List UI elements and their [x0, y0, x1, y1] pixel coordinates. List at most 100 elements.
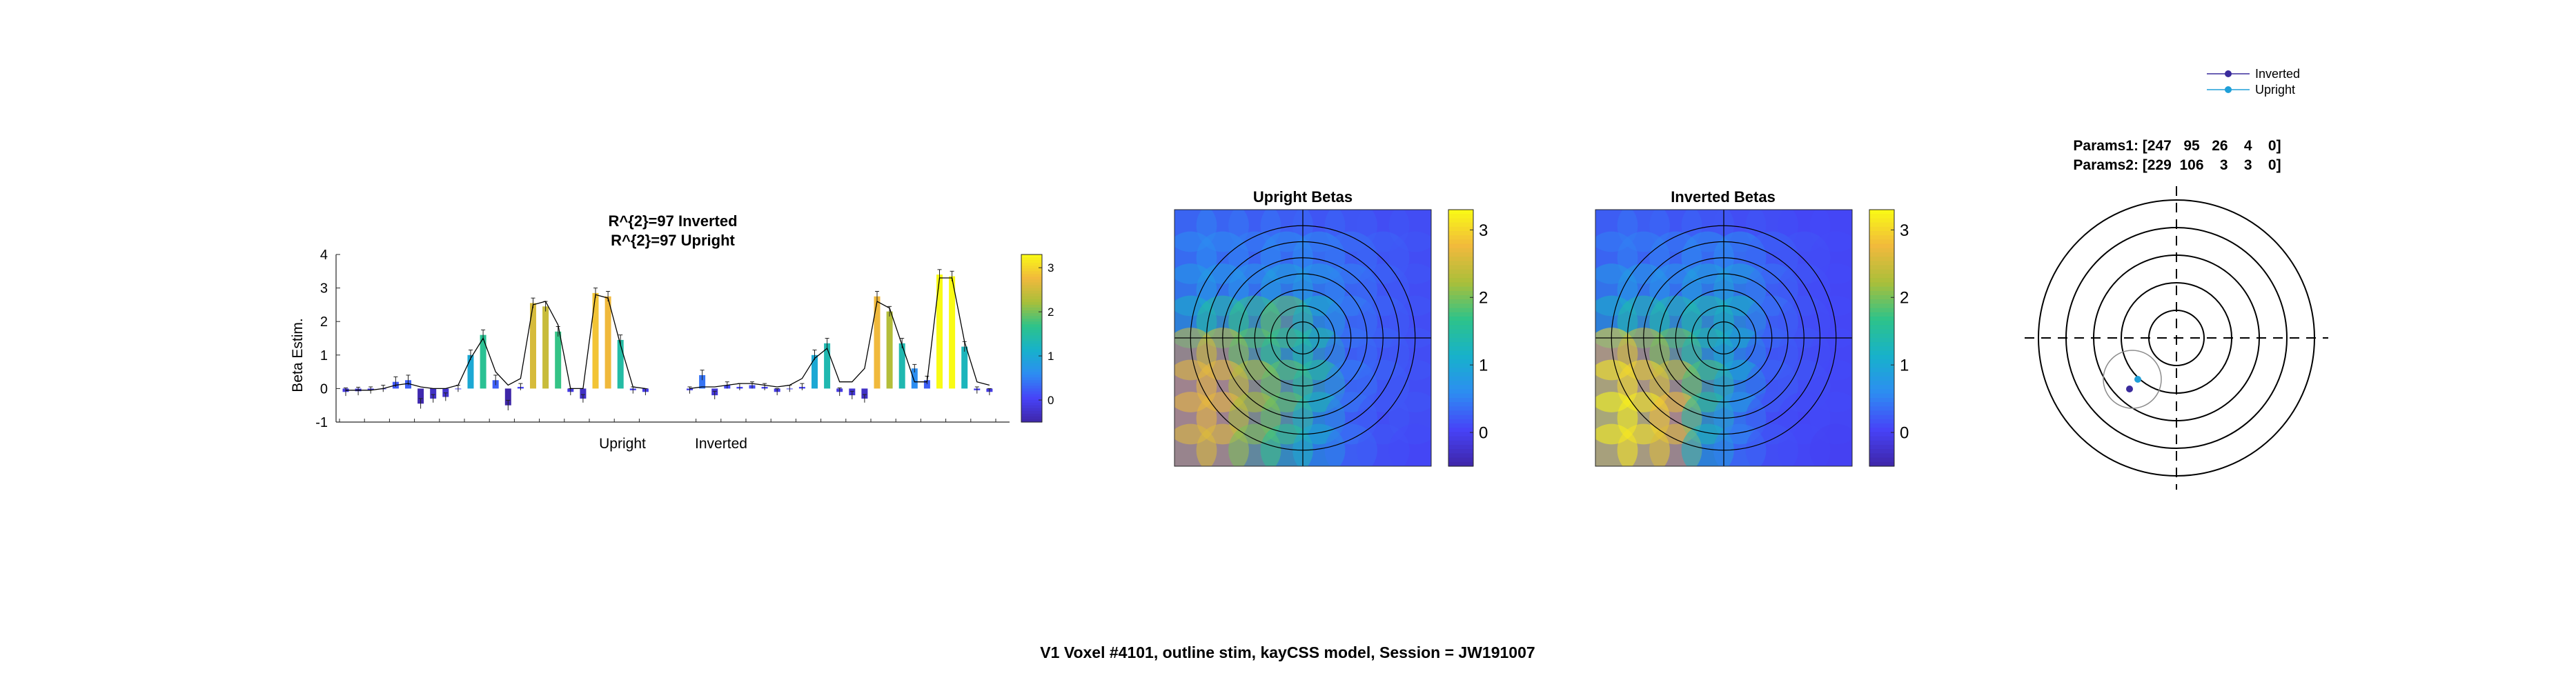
bar: [604, 296, 611, 389]
heatmap-colorbar-swatch: [1448, 286, 1473, 292]
bar-chart-title-line2: R^{2}=97 Upright: [611, 232, 735, 249]
heatmap-colorbar-swatch: [1869, 278, 1894, 283]
heatmap-colorbar-swatch: [1448, 389, 1473, 394]
heatmap-colorbar-swatch: [1869, 308, 1894, 313]
heatmap-colorbar-swatch: [1448, 274, 1473, 279]
bar: [580, 388, 587, 399]
heatmap-colorbar-swatch: [1448, 445, 1473, 450]
bar: [542, 306, 549, 389]
heatmap-colorbar-swatch: [1448, 428, 1473, 432]
bar-chart-colorbar-swatch: [1021, 346, 1042, 350]
bar: [861, 388, 868, 399]
bar-chart-colorbar-swatch: [1021, 377, 1042, 381]
heatmap-colorbar-swatch: [1869, 239, 1894, 245]
heatmap-colorbar-swatch: [1448, 393, 1473, 399]
heatmap-colorbar-swatch: [1448, 419, 1473, 424]
heatmap-colorbar-swatch: [1448, 372, 1473, 377]
bar-chart-colorbar-swatch: [1021, 296, 1042, 300]
bar-chart-ytick-label: -1: [315, 415, 328, 430]
bar: [504, 388, 511, 406]
bar-chart-colorbar-swatch: [1021, 304, 1042, 308]
bar-chart-colorbar-swatch: [1021, 394, 1042, 398]
heatmap-colorbar-swatch: [1869, 299, 1894, 304]
heatmap-colorbar-swatch: [1869, 445, 1894, 450]
prf-legend: Inverted Upright: [2207, 67, 2300, 97]
heatmap-colorbar-swatch: [1869, 419, 1894, 424]
heatmap-colorbar-swatch: [1869, 338, 1894, 343]
bar-chart-colorbar-swatch: [1021, 386, 1042, 389]
heatmap-colorbar-swatch: [1869, 243, 1894, 249]
heatmap-colorbar-swatch: [1448, 333, 1473, 339]
heatmap-polar-grid: [1595, 210, 1852, 466]
heatmap-colorbar-swatch: [1869, 342, 1894, 347]
heatmap-colorbar-swatch: [1448, 457, 1473, 463]
bar-chart-colorbar-swatch: [1021, 366, 1042, 370]
bar: [555, 331, 562, 389]
heatmap-colorbar-swatch: [1869, 376, 1894, 381]
bar-chart-ytick-label: 3: [320, 281, 328, 297]
heatmap-colorbar-swatch: [1448, 218, 1473, 223]
heatmap-colorbar-swatch: [1869, 226, 1894, 232]
heatmap-colorbar-swatch: [1448, 269, 1473, 274]
bar: [824, 343, 831, 389]
bar-chart-colorbar-swatch: [1021, 360, 1042, 364]
heatmap-colorbar-swatch: [1448, 406, 1473, 411]
bar: [949, 276, 956, 389]
heatmap-colorbar-swatch: [1869, 312, 1894, 317]
heatmap-colorbar-swatch: [1448, 329, 1473, 334]
bar-chart-title-line1: R^{2}=97 Inverted: [608, 212, 737, 230]
bar-chart-colorbar-swatch: [1021, 410, 1042, 414]
heatmap-colorbar-swatch: [1448, 449, 1473, 454]
inverted-betas-panel: Inverted Betas 0 1 2 3: [1595, 188, 1909, 467]
heatmap-colorbar-swatch: [1448, 243, 1473, 249]
heatmap-colorbar-swatch: [1869, 346, 1894, 352]
bar-chart-colorbar-swatch: [1021, 332, 1042, 337]
heatmap-blob: [1809, 423, 1852, 466]
bar-chart-colorbar-swatch: [1021, 357, 1042, 361]
heatmap-polar-grid: [1174, 210, 1431, 466]
heatmap-colorbar-swatch: [1869, 333, 1894, 339]
heatmap-colorbar-swatch: [1869, 222, 1894, 228]
bar-chart-axes: -1 0 1 2 3 4: [315, 248, 1010, 430]
bar-chart-colorbar-swatch: [1021, 335, 1042, 339]
bar-chart-colorbar-swatch: [1021, 290, 1042, 294]
heatmap-colorbar-swatch: [1869, 457, 1894, 463]
heatmap-colorbar-swatch: [1869, 381, 1894, 386]
bar: [617, 339, 624, 389]
heatmap-colorbar-swatch: [1448, 290, 1473, 296]
heatmap-colorbar-tick-label: 3: [1900, 221, 1909, 240]
bar-chart-colorbar-swatch: [1021, 354, 1042, 359]
heatmap-colorbar-swatch: [1448, 282, 1473, 288]
bar: [699, 374, 706, 389]
bar-chart-colorbar-swatch: [1021, 380, 1042, 383]
bar-chart-colorbar-swatch: [1021, 254, 1042, 258]
params2-label: Params2: [229 106 3 3 0]: [2073, 157, 2281, 173]
heatmap-colorbar-swatch: [1869, 286, 1894, 292]
heatmap-colorbar-swatch: [1869, 414, 1894, 420]
heatmap-colorbar-swatch: [1869, 363, 1894, 368]
bar: [467, 354, 474, 389]
bar-chart-colorbar-swatch: [1021, 266, 1042, 269]
bar-chart-colorbar-swatch: [1021, 330, 1042, 333]
heatmap-colorbar-swatch: [1448, 453, 1473, 459]
model-line-inverted: [689, 277, 990, 390]
bar-chart-colorbar-swatch: [1021, 268, 1042, 272]
heatmap-colorbar-swatch: [1869, 410, 1894, 416]
heatmap-colorbar-swatch: [1448, 363, 1473, 368]
heatmap-colorbar-swatch: [1869, 210, 1894, 214]
bar-chart-colorbar-swatch: [1021, 316, 1042, 319]
heatmap-colorbar-swatch: [1448, 368, 1473, 373]
heatmap-colorbar-swatch: [1448, 414, 1473, 420]
bar-chart-colorbar-tick-label: 0: [1048, 394, 1054, 407]
inverted-betas-colorbar: 0 1 2 3: [1869, 209, 1909, 467]
bar-chart-colorbar-swatch: [1021, 321, 1042, 325]
upright-betas-heatmap: [1174, 209, 1432, 467]
heatmap-colorbar-swatch: [1869, 393, 1894, 399]
heatmap-colorbar-frame: [1869, 209, 1895, 467]
heatmap-colorbar-swatch: [1869, 385, 1894, 390]
upright-betas-colorbar: 0 1 2 3: [1448, 209, 1488, 467]
bar-chart-colorbar-swatch: [1021, 257, 1042, 261]
bar-chart-colorbar-swatch: [1021, 397, 1042, 401]
heatmap-colorbar-swatch: [1869, 248, 1894, 253]
